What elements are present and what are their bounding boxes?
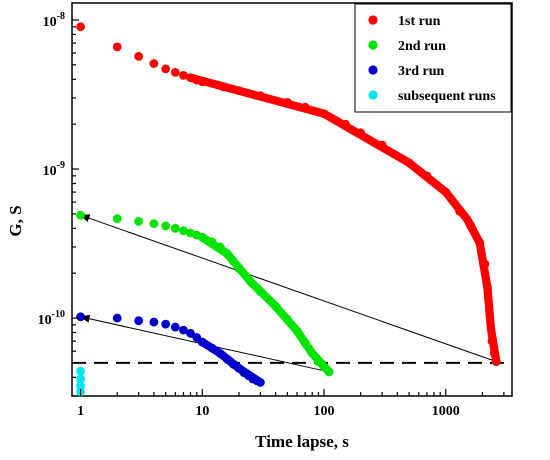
series-1-point	[489, 348, 499, 358]
legend-label-3: 3rd run	[398, 64, 445, 79]
series-2-point	[314, 357, 323, 367]
series-2-point	[179, 226, 188, 236]
legend-marker-4	[368, 90, 378, 100]
y-tick-label: 10-9	[43, 160, 65, 179]
series-2-point	[234, 264, 244, 273]
series-2-point	[271, 301, 281, 311]
series-1-point	[441, 187, 451, 197]
series-1-point	[283, 97, 292, 107]
series-1-point	[234, 86, 244, 96]
legend-box	[354, 3, 512, 113]
ticks-layer: 1 10 100 1000 10-8 10-9 10-10	[38, 11, 505, 419]
legend-marker-1	[368, 15, 378, 25]
series-2-point	[112, 214, 122, 223]
series-2-point	[228, 257, 238, 266]
series-2-point	[292, 326, 302, 336]
x-axis-title: Time lapse, s	[255, 432, 349, 451]
series-3-point	[134, 316, 144, 326]
legend-label-4: subsequent runs	[398, 89, 496, 104]
series-2-point	[255, 287, 265, 297]
series-1-point	[475, 238, 485, 248]
y-tick-label: 10-8	[43, 11, 65, 30]
series-1-point	[219, 82, 229, 92]
series-3-point	[255, 378, 265, 387]
legend-marker-2	[368, 40, 378, 50]
series-1-point	[480, 259, 490, 269]
series-2-point	[197, 232, 207, 242]
series-3-point	[112, 313, 122, 323]
series-1-point	[485, 310, 495, 320]
plot-frame	[71, 2, 513, 397]
series-1-point	[197, 77, 207, 87]
legend: 1st run 2nd run 3rd run subsequent runs	[354, 3, 512, 113]
series-3-point	[215, 348, 225, 358]
series-1-point	[466, 220, 476, 230]
legend-marker-3	[368, 65, 378, 75]
series-1-point	[341, 119, 350, 129]
series-3-point	[222, 354, 232, 364]
series-1-point	[487, 336, 497, 346]
series-1-point	[134, 51, 144, 61]
series-1-point	[422, 171, 432, 181]
series-2-point	[246, 277, 256, 287]
x-tick-label: 100	[314, 404, 335, 419]
series-2-point	[207, 237, 217, 247]
series-1-point	[255, 91, 265, 101]
series-2-point	[149, 219, 159, 229]
annotation-arrow-1	[79, 214, 497, 363]
data-points-layer	[76, 22, 501, 397]
series-1-point	[179, 70, 188, 80]
series-1-point	[161, 64, 171, 74]
series-1-point	[455, 206, 465, 216]
series-2-point	[222, 249, 232, 259]
series-2-point	[161, 221, 171, 231]
series-3-point	[76, 312, 85, 322]
series-1-point	[404, 158, 414, 168]
series-1-point	[319, 109, 329, 119]
series-4-point	[76, 374, 85, 384]
series-3-point	[161, 319, 171, 329]
series-2-point	[76, 210, 85, 220]
series-1-point	[112, 42, 122, 52]
series-3-point	[186, 328, 195, 338]
series-1-point	[356, 128, 366, 138]
series-1-point	[76, 22, 85, 32]
legend-label-1: 1st run	[398, 14, 441, 29]
y-axis-title: G, S	[6, 205, 25, 236]
series-1-point	[483, 283, 492, 293]
legend-label-2: 2nd run	[398, 39, 446, 54]
series-2-point	[215, 242, 225, 252]
series-3-point	[207, 343, 217, 353]
x-tick-label: 1000	[432, 404, 460, 419]
series-1-point	[300, 102, 310, 112]
dense-series-layer	[186, 73, 501, 386]
series-2-point	[307, 348, 317, 358]
series-1-point	[491, 357, 501, 367]
series-2-point	[283, 314, 292, 324]
series-3-point	[170, 322, 180, 332]
series-3-point	[149, 317, 159, 327]
series-1-point	[149, 59, 159, 68]
series-2-point	[170, 223, 180, 233]
series-3-point	[179, 325, 188, 335]
series-1-point	[170, 67, 180, 77]
annotations	[72, 214, 512, 373]
y-tick-label: 10-10	[38, 309, 65, 328]
series-2-point	[134, 217, 144, 226]
series-3-point	[197, 337, 207, 347]
series-1-point	[377, 140, 387, 150]
x-tick-label: 1	[77, 404, 84, 419]
series-4-point	[76, 366, 85, 376]
series-2-point	[324, 367, 334, 377]
series-2-point	[300, 338, 310, 348]
x-tick-label: 10	[195, 404, 209, 419]
